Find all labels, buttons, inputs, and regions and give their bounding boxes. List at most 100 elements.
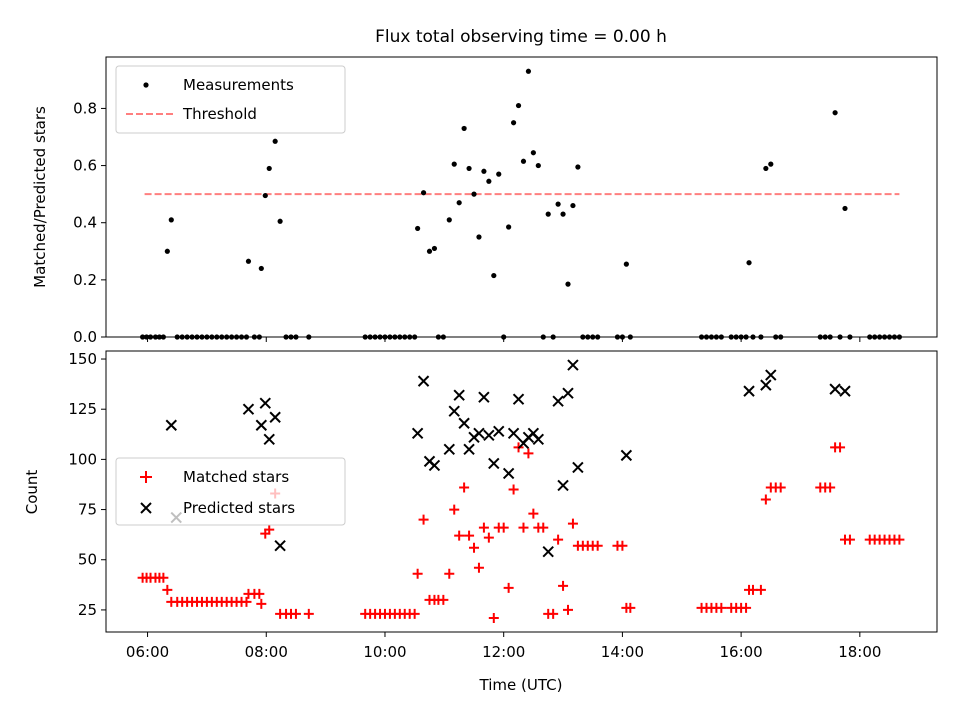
predicted-star-point bbox=[448, 405, 460, 417]
matched-star-point bbox=[469, 542, 480, 553]
measurement-point bbox=[266, 165, 272, 172]
measurement-point bbox=[245, 258, 252, 264]
measurement-point bbox=[486, 178, 492, 184]
predicted-star-point bbox=[428, 459, 441, 472]
predicted-star-point bbox=[760, 379, 772, 391]
matched-star-point bbox=[508, 484, 519, 495]
measurement-point bbox=[575, 164, 581, 170]
measurement-point bbox=[481, 168, 487, 174]
predicted-star-point bbox=[572, 461, 584, 474]
matched-star-point bbox=[503, 582, 514, 593]
matched-star-point bbox=[558, 580, 569, 591]
matched-star-point bbox=[418, 514, 429, 525]
measurement-point bbox=[451, 161, 457, 167]
matched-star-point bbox=[158, 572, 169, 583]
measurement-point bbox=[415, 225, 421, 232]
measurement-point bbox=[456, 200, 462, 206]
measurement-point bbox=[565, 281, 571, 287]
matched-star-point bbox=[825, 482, 836, 493]
matched-star-point bbox=[894, 534, 905, 545]
predicted-star-point bbox=[458, 417, 470, 429]
legend-predicted-label: Predicted stars bbox=[183, 499, 295, 517]
matched-star-point bbox=[716, 602, 727, 613]
legend-measurements-label: Measurements bbox=[183, 76, 294, 94]
matched-star-point bbox=[454, 530, 465, 541]
predicted-star-point bbox=[242, 403, 255, 415]
matched-star-point bbox=[290, 608, 301, 619]
measurement-point bbox=[446, 217, 452, 223]
bottom-x-axis-label: Time (UTC) bbox=[479, 676, 563, 694]
predicted-star-point bbox=[483, 429, 495, 442]
measurement-point bbox=[272, 138, 278, 144]
predicted-star-point bbox=[507, 427, 520, 440]
measurement-point bbox=[164, 248, 170, 254]
matched-star-point bbox=[741, 602, 752, 613]
measurement-point bbox=[763, 165, 769, 172]
bottom-panel: 25 50 75 100 125 150 06:00 08:00 10:00 12:00 14:0… bbox=[23, 350, 938, 694]
matched-star-point bbox=[775, 482, 786, 493]
measurement-point bbox=[262, 192, 268, 199]
measurement-point bbox=[545, 211, 551, 217]
matched-star-point bbox=[528, 508, 539, 519]
bottom-x-tick-label: 06:00 bbox=[126, 643, 169, 661]
predicted-star-point bbox=[443, 443, 455, 456]
top-legend-box bbox=[115, 65, 346, 134]
matched-star-point bbox=[438, 594, 449, 605]
predicted-star-point bbox=[743, 385, 755, 397]
bottom-legend-box bbox=[115, 457, 346, 526]
matched-star-point bbox=[444, 568, 455, 579]
legend-threshold-label: Threshold bbox=[182, 105, 257, 123]
bottom-y-tick-label: 75 bbox=[78, 501, 97, 519]
measurement-point bbox=[471, 191, 477, 197]
bottom-y-tick-label: 125 bbox=[68, 400, 97, 418]
predicted-star-point bbox=[829, 383, 841, 395]
predicted-star-point bbox=[765, 369, 777, 381]
measurement-point bbox=[431, 245, 438, 252]
bottom-y-tick-label: 50 bbox=[78, 551, 97, 569]
measurement-point bbox=[832, 110, 838, 116]
matched-star-point bbox=[844, 534, 855, 545]
predicted-star-point bbox=[417, 375, 430, 387]
legend-matched-label: Matched stars bbox=[183, 468, 289, 486]
matched-star-point bbox=[760, 494, 771, 505]
measurement-point bbox=[258, 265, 264, 272]
top-panel: Flux total observing time = 0.00 h 0.00.… bbox=[31, 27, 938, 346]
bottom-x-tick-label: 08:00 bbox=[245, 643, 288, 661]
predicted-star-point bbox=[502, 467, 515, 480]
predicted-star-point bbox=[269, 411, 281, 423]
measurement-point bbox=[506, 224, 512, 230]
top-y-tick-label: 0.0 bbox=[73, 328, 97, 346]
matched-star-point bbox=[303, 608, 314, 619]
predicted-star-point bbox=[488, 457, 500, 470]
matched-star-point bbox=[473, 562, 484, 573]
measurement-point bbox=[746, 260, 752, 266]
matched-star-point bbox=[592, 540, 603, 551]
predicted-star-point bbox=[473, 427, 485, 440]
measurement-point bbox=[277, 218, 283, 224]
predicted-star-point bbox=[165, 419, 178, 431]
measurement-point bbox=[496, 171, 502, 177]
bottom-y-ticks: 25 50 75 100 125 150 bbox=[68, 350, 106, 619]
measurement-point bbox=[623, 261, 629, 267]
legend-predicted-marker bbox=[140, 502, 152, 514]
matched-star-point bbox=[835, 442, 846, 453]
matched-star-point bbox=[625, 602, 636, 613]
predicted-star-point bbox=[274, 539, 286, 552]
matched-star-point bbox=[464, 530, 475, 541]
predicted-star-point bbox=[453, 389, 465, 401]
matched-star-point bbox=[409, 608, 420, 619]
predicted-star-point bbox=[562, 387, 574, 399]
measurement-point bbox=[560, 211, 566, 217]
predicted-star-point bbox=[478, 391, 490, 403]
measurement-point bbox=[515, 102, 522, 109]
matched-star-point bbox=[755, 584, 766, 595]
matched-star-point bbox=[241, 596, 252, 607]
predicted-star-point bbox=[411, 427, 424, 440]
measurement-point bbox=[476, 234, 482, 240]
matched-star-point bbox=[617, 540, 628, 551]
top-plot-frame bbox=[105, 56, 938, 338]
matched-star-point bbox=[449, 504, 460, 515]
measurement-point bbox=[168, 217, 174, 223]
bottom-y-tick-label: 25 bbox=[78, 601, 97, 619]
